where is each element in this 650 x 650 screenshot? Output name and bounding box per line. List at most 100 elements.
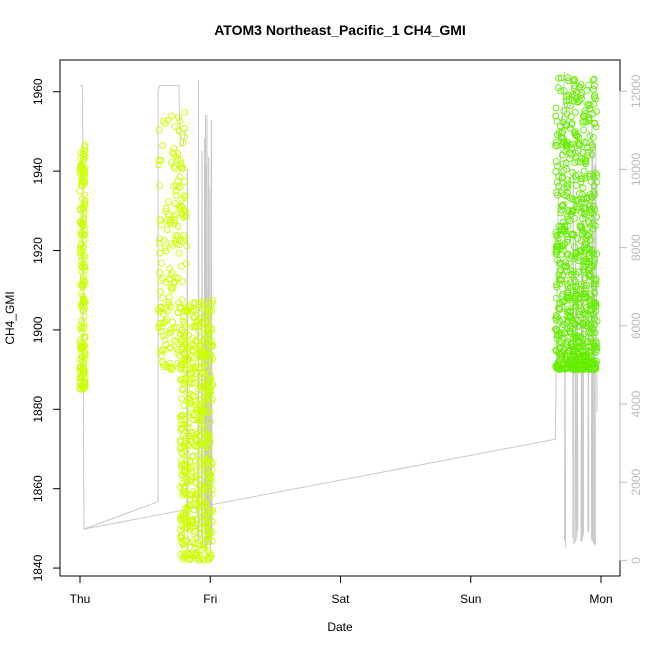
data-point bbox=[183, 466, 191, 474]
data-point bbox=[203, 439, 211, 447]
data-point bbox=[554, 84, 562, 92]
data-point bbox=[78, 195, 86, 203]
data-point bbox=[199, 320, 207, 328]
data-point bbox=[79, 307, 87, 315]
data-point bbox=[577, 222, 585, 230]
data-point bbox=[80, 356, 88, 364]
data-point bbox=[589, 110, 597, 118]
data-point bbox=[199, 368, 206, 376]
data-point bbox=[170, 279, 178, 287]
data-point bbox=[209, 296, 217, 304]
y-tick-label: 1900 bbox=[31, 316, 45, 343]
data-point bbox=[203, 407, 211, 415]
data-point bbox=[203, 463, 211, 471]
data-point bbox=[179, 213, 187, 221]
data-point bbox=[181, 466, 189, 474]
data-point bbox=[577, 175, 585, 183]
data-point bbox=[176, 412, 184, 420]
data-point bbox=[80, 369, 88, 377]
data-point bbox=[579, 215, 586, 223]
data-point bbox=[581, 138, 588, 146]
data-point bbox=[556, 280, 563, 288]
data-point bbox=[192, 548, 200, 556]
data-point bbox=[175, 127, 183, 135]
data-point bbox=[572, 182, 580, 190]
data-point bbox=[201, 349, 209, 357]
data-point bbox=[559, 321, 567, 328]
data-point bbox=[592, 364, 600, 372]
data-point bbox=[80, 151, 88, 158]
data-point bbox=[589, 133, 597, 141]
data-point bbox=[552, 104, 560, 112]
data-point bbox=[555, 74, 563, 82]
data-point bbox=[572, 89, 580, 97]
data-point bbox=[572, 270, 580, 278]
data-point bbox=[166, 275, 173, 283]
data-point bbox=[559, 219, 567, 226]
data-point bbox=[584, 152, 592, 160]
data-point bbox=[177, 538, 185, 546]
data-point bbox=[199, 439, 207, 447]
data-point bbox=[194, 539, 202, 547]
data-point bbox=[591, 315, 598, 323]
data-point bbox=[180, 489, 188, 497]
data-point bbox=[570, 77, 578, 85]
data-point bbox=[161, 318, 169, 326]
data-point bbox=[81, 349, 89, 357]
data-point bbox=[199, 500, 207, 508]
data-point bbox=[569, 169, 577, 177]
y-tick-label: 1940 bbox=[31, 157, 45, 184]
data-point bbox=[170, 212, 178, 220]
data-point bbox=[180, 432, 187, 440]
data-point bbox=[188, 375, 196, 383]
data-point bbox=[585, 173, 593, 180]
data-point bbox=[565, 294, 573, 302]
data-point bbox=[179, 515, 187, 523]
data-point bbox=[578, 348, 586, 356]
data-point bbox=[160, 117, 167, 125]
data-point bbox=[164, 116, 172, 124]
data-point bbox=[81, 191, 89, 199]
data-point bbox=[590, 259, 598, 267]
data-point bbox=[173, 349, 181, 357]
data-point bbox=[583, 282, 590, 289]
data-point bbox=[585, 229, 593, 237]
data-point bbox=[583, 357, 591, 365]
data-point bbox=[560, 138, 568, 146]
data-point bbox=[200, 300, 208, 308]
data-point bbox=[189, 538, 197, 545]
data-point bbox=[571, 351, 579, 359]
data-point bbox=[76, 218, 84, 226]
data-point bbox=[193, 430, 200, 438]
data-point bbox=[76, 374, 84, 382]
data-point bbox=[188, 468, 195, 476]
data-point bbox=[569, 206, 577, 214]
data-point bbox=[576, 84, 584, 92]
data-point bbox=[78, 166, 86, 174]
data-point bbox=[554, 191, 562, 199]
data-point bbox=[578, 191, 586, 199]
data-point bbox=[577, 80, 585, 88]
data-point bbox=[573, 254, 581, 261]
data-point bbox=[78, 328, 86, 336]
y-tick-label: 1920 bbox=[31, 237, 45, 264]
data-point bbox=[158, 323, 166, 331]
data-point bbox=[204, 493, 212, 501]
data-point bbox=[180, 544, 188, 552]
data-point bbox=[567, 328, 574, 336]
data-point bbox=[587, 322, 595, 330]
data-point bbox=[201, 393, 209, 401]
data-point bbox=[562, 356, 570, 364]
data-point bbox=[207, 326, 215, 334]
x-tick-label: Fri bbox=[203, 592, 217, 606]
data-point bbox=[77, 244, 84, 252]
data-point bbox=[80, 365, 88, 373]
data-point bbox=[559, 246, 567, 254]
data-point bbox=[208, 537, 216, 545]
data-point bbox=[207, 478, 215, 486]
plot-area bbox=[59, 59, 621, 577]
data-point bbox=[201, 380, 209, 388]
data-point bbox=[573, 286, 581, 293]
data-point bbox=[188, 473, 196, 481]
data-point bbox=[197, 314, 205, 322]
